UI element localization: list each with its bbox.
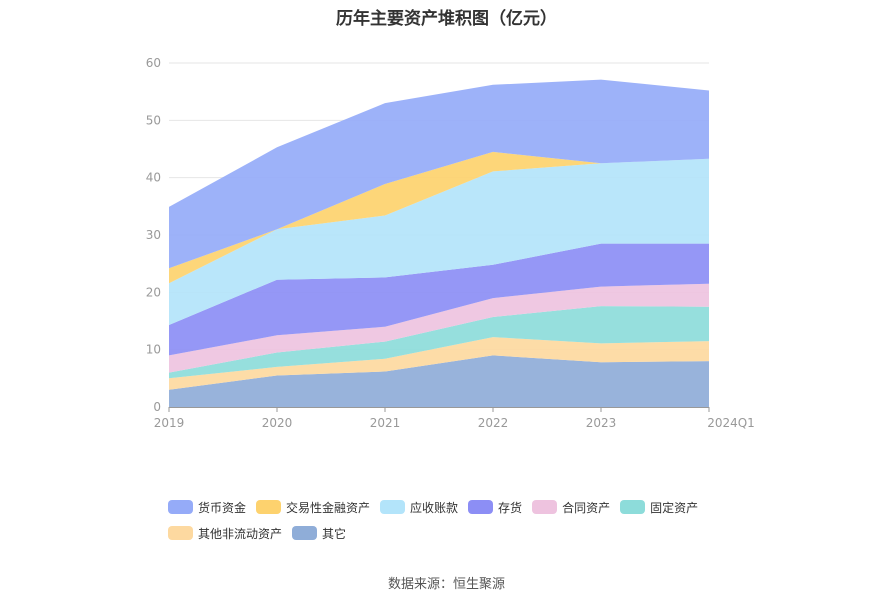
data-source: 数据来源：恒生聚源 <box>387 577 505 592</box>
legend-item-contract-assets[interactable]: 合同资产 <box>532 499 610 516</box>
legend-swatch <box>380 500 406 514</box>
legend-label: 固定资产 <box>650 500 699 515</box>
legend-row-2: 其他非流动资产 其它 <box>168 520 768 546</box>
area-series-5[interactable] <box>169 158 709 325</box>
legend-label: 其它 <box>322 526 347 541</box>
legend-swatch <box>468 500 494 514</box>
legend-label: 合同资产 <box>562 500 611 515</box>
area-series <box>169 79 709 407</box>
y-tick-label: 40 <box>146 171 161 185</box>
x-tick-label: 2024Q1 <box>707 416 755 430</box>
legend-label: 存货 <box>498 500 523 515</box>
y-tick-label: 50 <box>146 113 161 127</box>
area-series-6[interactable] <box>169 151 709 284</box>
y-tick-label: 60 <box>146 56 161 70</box>
legend-label: 货币资金 <box>198 500 247 515</box>
chart-title: 历年主要资产堆积图（亿元） <box>336 9 557 29</box>
area-series-2[interactable] <box>169 306 709 379</box>
legend-swatch <box>168 526 193 540</box>
y-tick-label: 20 <box>146 285 161 299</box>
legend-row-1: 货币资金 交易性金融资产 应收账款 存货 合同资产 固定资产 <box>168 494 768 520</box>
legend-item-other[interactable]: 其它 <box>292 525 346 542</box>
legend-swatch <box>256 500 282 514</box>
axes: 0 10 20 30 40 50 60 2019 2020 2021 2022 2023 2024Q1 <box>146 56 755 430</box>
legend-label: 其他非流动资产 <box>198 526 283 541</box>
x-tick-label: 2022 <box>478 416 509 430</box>
legend: 货币资金 交易性金融资产 应收账款 存货 合同资产 固定资产 其他非流动资产 <box>168 494 768 546</box>
area-series-7[interactable] <box>169 79 709 269</box>
legend-swatch <box>168 500 193 514</box>
legend-swatch <box>532 500 558 514</box>
x-tick-label: 2020 <box>262 416 293 430</box>
area-series-1[interactable] <box>169 337 709 390</box>
legend-swatch <box>292 526 318 540</box>
legend-item-other-noncurrent[interactable]: 其他非流动资产 <box>168 525 282 542</box>
legend-item-fixed-assets[interactable]: 固定资产 <box>620 499 698 516</box>
x-tick-label: 2021 <box>370 416 401 430</box>
area-series-3[interactable] <box>169 283 709 373</box>
legend-item-inventory[interactable]: 存货 <box>468 499 522 516</box>
legend-item-trading-assets[interactable]: 交易性金融资产 <box>256 499 370 516</box>
y-tick-label: 0 <box>153 400 161 414</box>
x-tick-label: 2019 <box>154 416 185 430</box>
legend-label: 应收账款 <box>410 500 459 515</box>
legend-swatch <box>620 500 646 514</box>
legend-item-receivables[interactable]: 应收账款 <box>380 499 458 516</box>
y-tick-label: 10 <box>146 343 161 357</box>
legend-item-cash[interactable]: 货币资金 <box>168 499 246 516</box>
y-tick-label: 30 <box>146 228 161 242</box>
x-tick-label: 2023 <box>586 416 617 430</box>
area-series-4[interactable] <box>169 243 709 356</box>
area-series-0[interactable] <box>169 355 709 407</box>
legend-label: 交易性金融资产 <box>286 500 371 515</box>
